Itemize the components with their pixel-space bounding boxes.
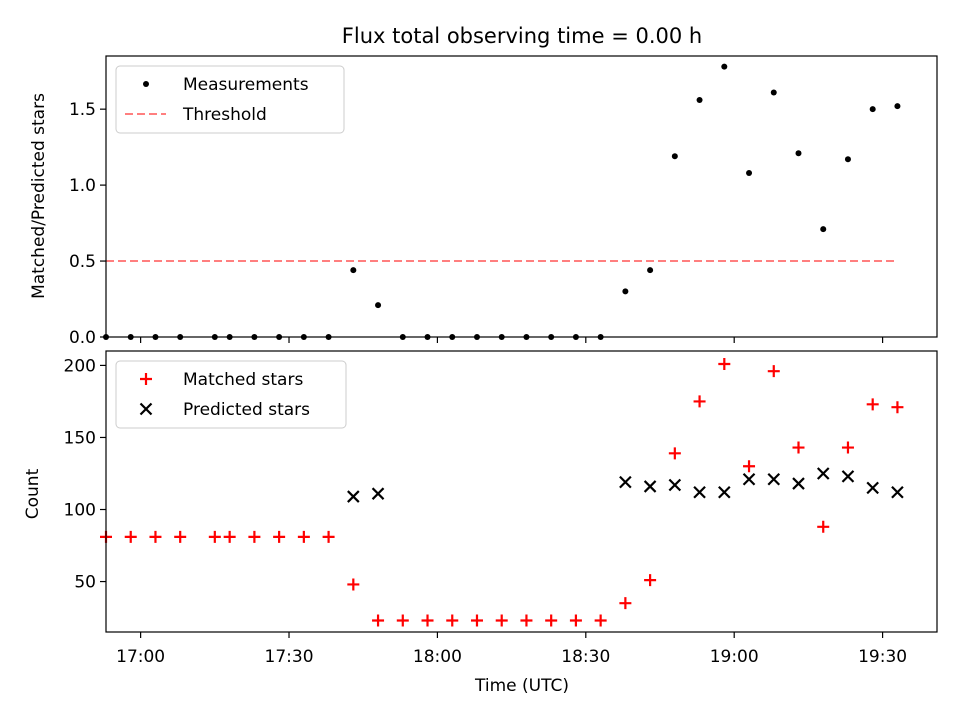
measurement-point [721,63,728,70]
predicted-point [767,472,781,486]
xtick-label: 17:00 [116,647,165,667]
axes-frame [105,350,938,633]
legend-plus-swatch [140,373,152,385]
xtick-label: 18:00 [413,647,462,667]
measurement-point [696,97,703,104]
predicted-point [718,485,731,499]
matched-point [495,614,508,627]
legend-x-swatch [139,402,153,416]
legend-box [115,65,345,134]
legend-label: Threshold [182,105,267,125]
bottom-ylabel: Count [23,468,43,519]
axes-frame [105,55,938,338]
matched-point [396,614,409,627]
matched-point [124,530,137,543]
ytick-label: 1.0 [69,176,96,196]
matched-point [248,530,261,543]
matched-point [668,447,681,460]
predicted-point [742,472,756,486]
matched-point [446,614,459,627]
top-panel: 0.0 0.5 1.0 1.5 Measurements Threshold [69,55,938,348]
measurement-point [647,267,654,274]
xtick-label: 19:00 [710,647,759,667]
legend: Matched stars Predicted stars [115,360,347,429]
measurement-point [770,89,777,96]
matched-point [208,530,221,543]
measurement-point [350,267,357,274]
matched-point [545,614,558,627]
top-ylabel: Matched/Predicted stars [29,93,49,299]
measurement-point [869,106,876,113]
measurement-point [894,103,901,110]
legend-box [115,360,347,429]
predicted-point [891,485,904,499]
xtick-label: 17:30 [265,647,314,667]
legend-label: Matched stars [183,370,303,390]
measurement-point [820,226,827,233]
ytick-label: 0.0 [69,328,96,348]
matched-point [841,441,854,454]
predicted-point [693,485,706,499]
matched-point [594,614,607,627]
matched-point [470,614,483,627]
matched-point [644,574,657,587]
matched-point [174,530,187,543]
matched-point [223,530,236,543]
legend-dot-swatch [143,81,149,87]
matched-point [347,578,360,591]
matched-point [718,357,731,370]
predicted-point [816,467,830,480]
matched-point [866,398,879,411]
legend-label: Measurements [183,75,309,95]
series-predicted-stars [347,467,904,503]
legend: Measurements Threshold [115,65,345,134]
ytick-label: 0.5 [69,252,96,272]
matched-point [693,395,706,408]
matched-point [891,401,904,414]
ytick-label: 200 [64,356,96,376]
series-matched-stars [100,357,904,627]
matched-point [372,614,385,627]
chart-title: Flux total observing time = 0.00 h [342,24,702,48]
matched-point [569,614,582,627]
measurement-point [671,153,678,160]
measurement-point [746,169,753,176]
predicted-point [347,490,360,503]
matched-point [273,530,286,543]
predicted-point [841,470,855,483]
bottom-panel: 50 100 150 200 17:00 17:30 18:00 18:30 19:00 19:3… [64,350,938,667]
xtick-label: 19:30 [858,647,907,667]
predicted-point [619,475,632,489]
predicted-point [643,480,657,493]
matched-point [792,441,805,454]
measurement-point [375,302,382,309]
measurement-point [795,150,802,157]
ytick-label: 1.5 [69,100,96,120]
matched-point [149,530,162,543]
ytick-label: 100 [64,501,96,521]
measurement-point [622,288,629,295]
matched-point [767,365,780,378]
matched-point [619,597,632,610]
matched-point [817,520,830,533]
matched-point [322,530,335,543]
predicted-point [866,481,879,495]
predicted-point [371,487,385,500]
predicted-point [792,477,805,490]
ytick-label: 150 [64,428,96,448]
xtick-label: 18:30 [561,647,610,667]
matched-point [743,460,756,473]
matched-point [421,614,434,627]
matched-point [520,614,533,627]
legend-label: Predicted stars [183,400,310,420]
bottom-xlabel: Time (UTC) [474,676,569,696]
predicted-point [668,478,682,492]
ytick-label: 50 [74,573,96,593]
matched-point [297,530,310,543]
measurement-point [844,156,851,163]
